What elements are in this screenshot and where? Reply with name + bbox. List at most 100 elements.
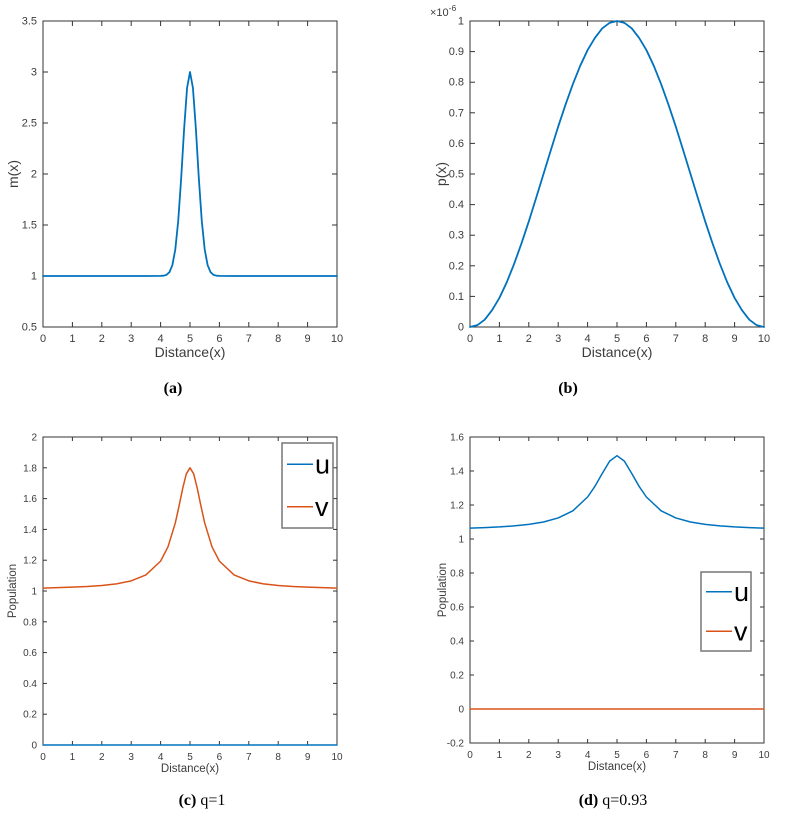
- y-tick-label: 1.4: [450, 467, 464, 478]
- series-p-line: [469, 20, 765, 328]
- x-tick-label: 0: [467, 750, 473, 761]
- subfigure-a: 0 1 2 3 4 5 6 7 8 9 10 0.5 1 1.5 2 2.5 3 3.5 Distance(x) m(…: [0, 0, 394, 400]
- x-tick-label: 9: [732, 333, 738, 345]
- y-tick-label: 0.2: [23, 710, 37, 721]
- y-tick-label: 3.5: [22, 16, 37, 28]
- y-tick-label: 0.6: [449, 138, 464, 150]
- caption-c-text: q=1: [200, 792, 226, 809]
- x-tick-label: 5: [614, 750, 620, 761]
- chart-b-line-plot: 0 1 2 3 4 5 6 7 8 9 10 0 0.1 0.2 0.3 0.4 0.5 0.6 0.7 0.8 0.9…: [430, 3, 770, 360]
- x-tick-label: 0: [467, 333, 473, 345]
- x-tick-label: 4: [585, 333, 591, 345]
- y-axis-label: p(x): [433, 162, 449, 186]
- y-tick-label: 0.8: [450, 569, 464, 580]
- caption-c-label: (c): [178, 792, 197, 809]
- x-tick-label: 3: [128, 333, 134, 345]
- y-tick-label: 1: [458, 16, 464, 28]
- y-tick-label: 0: [458, 322, 464, 334]
- x-tick-label: 2: [99, 333, 105, 345]
- y-tick-label: 0: [458, 705, 464, 716]
- caption-c: (c) q=1: [92, 792, 312, 810]
- y-tick-label: 0: [31, 741, 37, 752]
- legend-label-v: v: [315, 492, 329, 522]
- y-tick-label: 2: [31, 169, 37, 181]
- x-tick-label: 0: [40, 333, 46, 345]
- y-tick-label: 0.1: [449, 291, 464, 303]
- x-tick-label: 3: [555, 750, 561, 761]
- y-tick-label: -0.2: [447, 739, 465, 750]
- x-tick-label: 1: [69, 333, 75, 345]
- y-tick-label: 0.6: [450, 603, 464, 614]
- caption-d-label: (d): [578, 792, 599, 809]
- y-tick-label: 1.6: [23, 494, 37, 505]
- y-tick-label: 2.5: [22, 118, 37, 130]
- axes-box: [469, 20, 765, 328]
- y-tick-label: 1: [458, 535, 464, 546]
- x-tick-label: 6: [216, 333, 222, 345]
- x-tick-label: 5: [614, 333, 620, 345]
- subfigure-d: 0 1 2 3 4 5 6 7 8 9 10 -0.2 0 0.2 0.4 0.6 0.8 1 1.2 1.4 1.6 D…: [394, 400, 788, 823]
- x-tick-label: 8: [275, 333, 281, 345]
- x-tick-label: 10: [758, 750, 770, 761]
- x-tick-label: 8: [702, 750, 708, 761]
- series-m-line: [42, 71, 338, 277]
- y-tick-label: 0.4: [449, 199, 464, 211]
- y-tick-label: 1.6: [450, 433, 464, 444]
- y-tick-label: 0.8: [23, 617, 37, 628]
- x-tick-label: 4: [158, 752, 164, 763]
- chart-c-line-plot: 0 1 2 3 4 5 6 7 8 9 10 0 0.2 0.4 0.6 0.8 1 1.2 1.4 1.6 1.8 2 D…: [7, 433, 343, 776]
- legend-label-u: u: [734, 577, 749, 607]
- x-tick-label: 3: [555, 333, 561, 345]
- y-axis-multiplier: ×10-6: [430, 3, 457, 19]
- y-tick-label: 1.4: [23, 525, 37, 536]
- x-tick-label: 6: [217, 752, 223, 763]
- y-axis-label: Population: [437, 563, 449, 617]
- x-axis-label: Distance(x): [588, 761, 646, 773]
- y-tick-label: 0.2: [449, 260, 464, 272]
- chart-d-line-plot: 0 1 2 3 4 5 6 7 8 9 10-0.200.20.40.60.811.21.41.6D…: [437, 433, 770, 774]
- caption-b: (b): [460, 380, 680, 398]
- series-v-line: [42, 467, 338, 589]
- subfigure-b: 0 1 2 3 4 5 6 7 8 9 10 0 0.1 0.2 0.3 0.4 0.5 0.6 0.7 0.8 0.9…: [394, 0, 788, 400]
- x-axis-label: Distance(x): [161, 763, 219, 775]
- caption-d: (d) q=0.93: [503, 792, 723, 810]
- x-tick-label: 5: [187, 752, 193, 763]
- y-tick-label: 1.2: [23, 556, 37, 567]
- x-tick-label: 8: [702, 333, 708, 345]
- y-tick-label: 0.7: [449, 107, 464, 119]
- y-tick-label: 1: [31, 271, 37, 283]
- y-axis-label: Population: [7, 564, 19, 618]
- x-tick-label: 6: [644, 750, 650, 761]
- y-tick-label: 0.2: [450, 671, 464, 682]
- y-tick-label: 1: [31, 587, 37, 598]
- y-tick-label: 0.8: [449, 77, 464, 89]
- x-tick-label: 10: [331, 333, 343, 345]
- x-tick-label: 10: [758, 333, 770, 345]
- chart-a-line-plot: 0 1 2 3 4 5 6 7 8 9 10 0.5 1 1.5 2 2.5 3 3.5 Distance(x) m(…: [5, 16, 343, 361]
- x-tick-label: 1: [70, 752, 76, 763]
- x-tick-label: 2: [526, 750, 532, 761]
- x-tick-label: 7: [673, 333, 679, 345]
- x-tick-label: 9: [305, 752, 311, 763]
- x-tick-label: 4: [585, 750, 591, 761]
- x-tick-label: 10: [331, 752, 343, 763]
- y-tick-label: 0.9: [449, 46, 464, 58]
- x-tick-label: 7: [246, 752, 252, 763]
- x-tick-label: 3: [128, 752, 134, 763]
- x-axis-label: Distance(x): [582, 344, 653, 360]
- x-tick-label: 4: [158, 333, 164, 345]
- y-tick-label: 0.3: [449, 230, 464, 242]
- x-tick-label: 2: [99, 752, 105, 763]
- x-tick-label: 6: [643, 333, 649, 345]
- y-tick-label: 3: [31, 67, 37, 79]
- y-tick-label: 1.8: [23, 463, 37, 474]
- x-tick-label: 5: [187, 333, 193, 345]
- y-axis-label: m(x): [5, 160, 21, 188]
- legend-label-u: u: [315, 449, 330, 479]
- x-tick-label: 0: [40, 752, 46, 763]
- x-tick-label: 1: [497, 750, 503, 761]
- x-tick-label: 2: [526, 333, 532, 345]
- x-tick-label: 1: [496, 333, 502, 345]
- caption-a-label: (a): [163, 380, 183, 397]
